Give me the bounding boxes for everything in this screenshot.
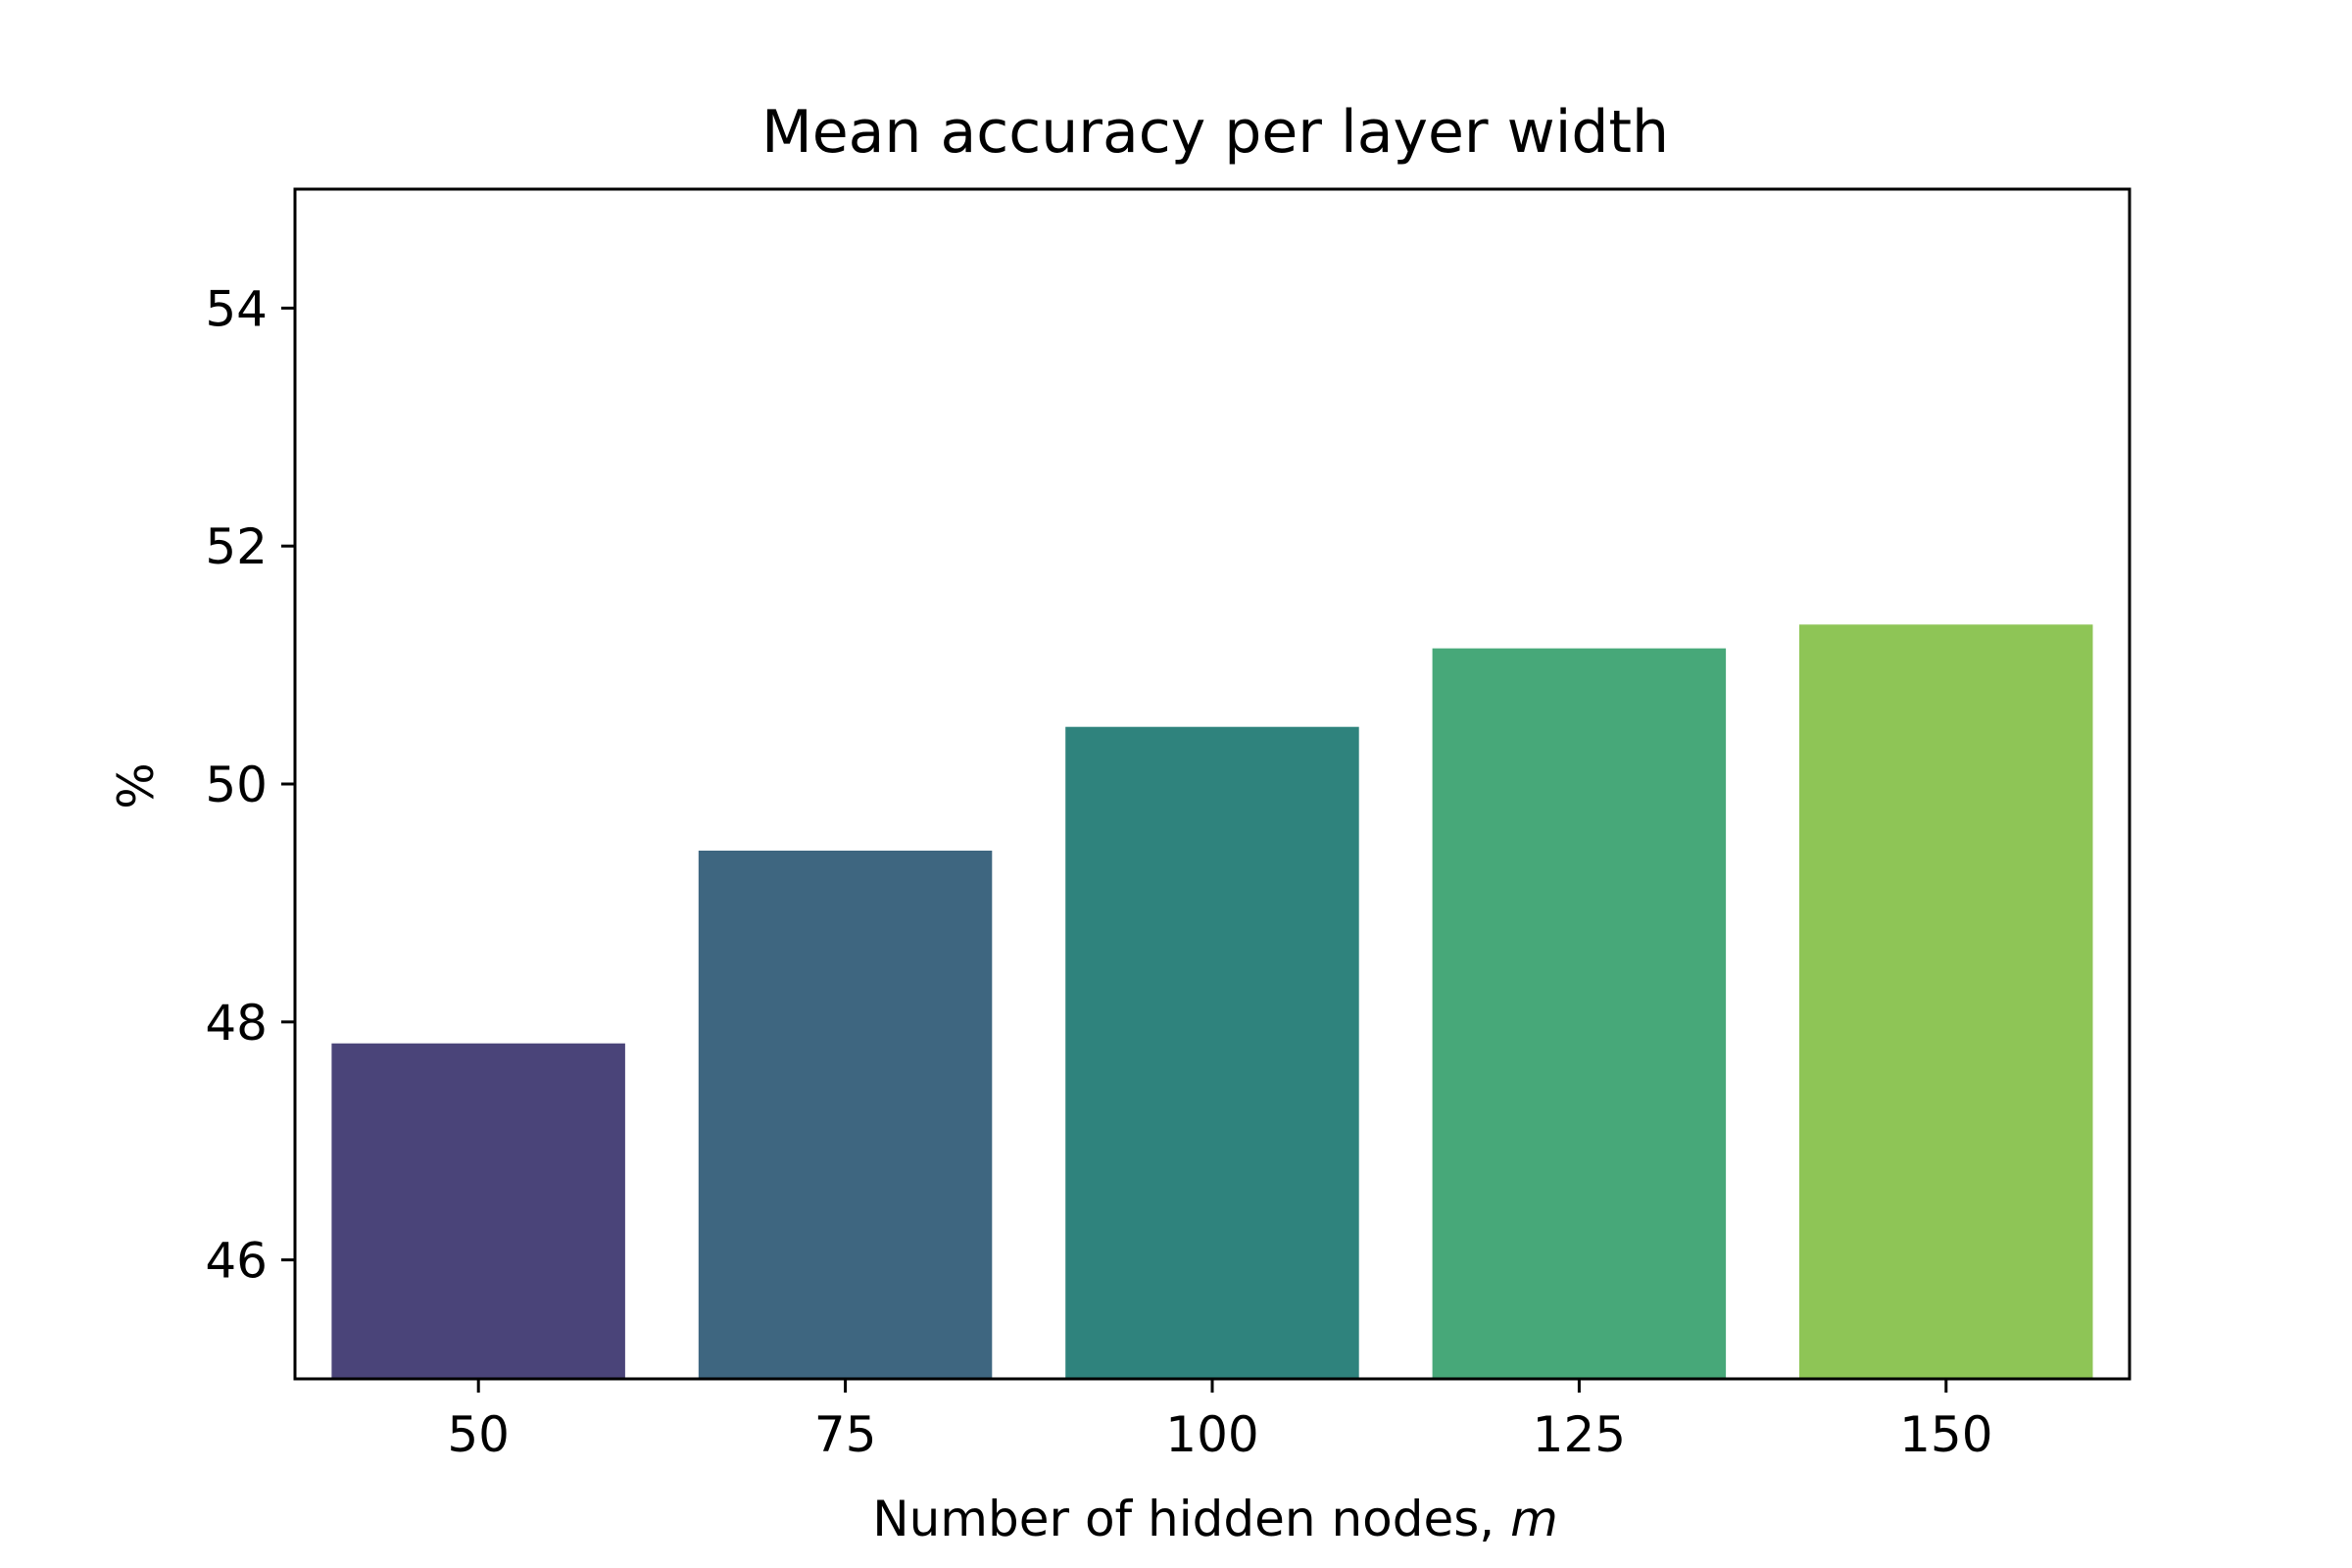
y-tick-label-54: 54 <box>205 280 268 337</box>
bars-group <box>331 624 2093 1379</box>
bar-50 <box>331 1043 625 1379</box>
x-axis-label: Number of hidden nodes, m <box>872 1491 1558 1547</box>
x-tick-label-75: 75 <box>814 1406 877 1463</box>
x-tick-label-100: 100 <box>1165 1406 1258 1463</box>
chart-title: Mean accuracy per layer width <box>761 98 1669 167</box>
y-tick-label-48: 48 <box>205 995 268 1052</box>
x-tick-label-125: 125 <box>1533 1406 1626 1463</box>
plot-frame <box>293 187 2132 1381</box>
y-tick-label-52: 52 <box>205 518 268 575</box>
x-axis-label-variable: m <box>1510 1491 1558 1547</box>
y-tick-label-46: 46 <box>205 1233 268 1290</box>
y-tick-label-50: 50 <box>205 757 268 813</box>
bar-150 <box>1799 624 2093 1379</box>
x-tick-label-50: 50 <box>447 1406 510 1463</box>
x-tick-label-150: 150 <box>1899 1406 1992 1463</box>
bar-75 <box>698 851 993 1379</box>
y-axis-label: % <box>108 762 165 809</box>
y-axis-ticks: 46 48 50 52 54 <box>205 280 295 1290</box>
bar-125 <box>1432 648 1727 1379</box>
bar-100 <box>1065 726 1359 1379</box>
x-axis-ticks: 50 75 100 125 150 <box>447 1379 1993 1463</box>
